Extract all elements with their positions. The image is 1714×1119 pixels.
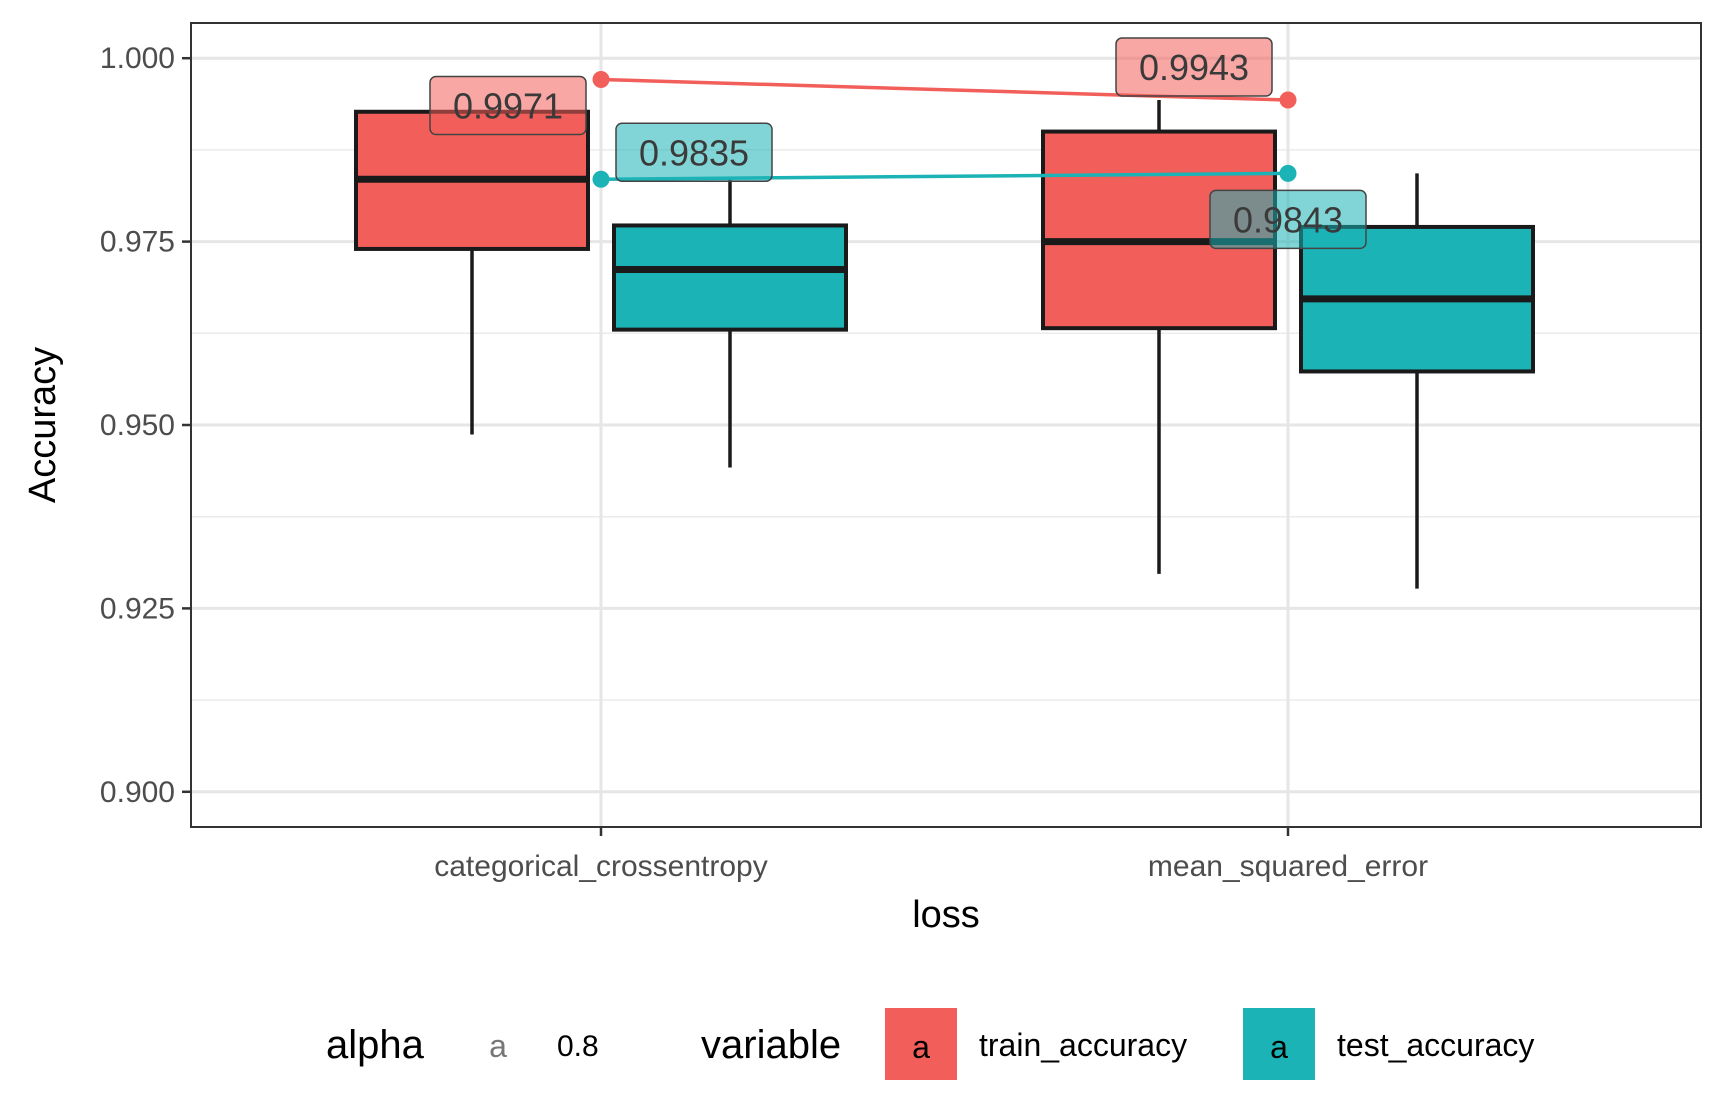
legend-key-test: [1243, 1008, 1315, 1080]
value-label-train_accuracy: 0.9971: [429, 75, 587, 136]
legend-alpha-value: 0.8: [557, 1030, 599, 1063]
box-test_accuracy: [612, 179, 848, 468]
legend-alpha-key: a: [489, 1028, 507, 1064]
legend-label-test: test_accuracy: [1337, 1027, 1534, 1063]
value-label-text: 0.9971: [453, 85, 563, 126]
legend-key-test-glyph: a: [1270, 1029, 1288, 1065]
y-tick-label: 1.000: [100, 42, 175, 75]
y-tick-label: 0.950: [100, 409, 175, 442]
value-label-box: [429, 75, 587, 136]
y-axis-title: Accuracy: [22, 347, 64, 503]
value-label-train_accuracy: 0.9943: [1115, 37, 1273, 97]
point-test_accuracy: [592, 170, 610, 188]
y-tick-label: 0.975: [100, 226, 175, 259]
legend-label-train: train_accuracy: [979, 1027, 1187, 1063]
value-label-box: [1209, 189, 1367, 250]
point-train_accuracy: [1279, 91, 1297, 109]
value-label-box: [615, 122, 773, 183]
legend: alpha a 0.8 variable a train_accuracy a …: [326, 1008, 1534, 1080]
point-test_accuracy: [1279, 164, 1297, 182]
box-test_accuracy: [1299, 173, 1535, 589]
y-tick-label: 0.900: [100, 776, 175, 809]
box-body: [612, 223, 848, 332]
value-label-box: [1115, 37, 1273, 97]
x-tick-label: categorical_crossentropy: [434, 850, 768, 883]
legend-key-train: [885, 1008, 957, 1080]
value-label-text: 0.9943: [1139, 47, 1249, 88]
value-label-text: 0.9843: [1233, 199, 1343, 240]
legend-alpha-title: alpha: [326, 1023, 425, 1067]
value-label-text: 0.9835: [639, 132, 749, 173]
value-label-test_accuracy: 0.9843: [1209, 189, 1367, 250]
legend-variable-title: variable: [701, 1023, 841, 1067]
axes: 0.900 0.925 0.950 0.975 1.000 categorical_cro…: [100, 42, 1428, 883]
value-labels: 0.9971 0.9943 0.9835 0.9843: [429, 37, 1367, 250]
point-train_accuracy: [592, 70, 610, 88]
x-axis-title: loss: [912, 894, 980, 936]
value-label-test_accuracy: 0.9835: [615, 122, 773, 183]
x-tick-label: mean_squared_error: [1148, 850, 1428, 883]
y-tick-label: 0.925: [100, 592, 175, 625]
legend-key-train-glyph: a: [912, 1029, 930, 1065]
boxes: [354, 100, 1535, 589]
